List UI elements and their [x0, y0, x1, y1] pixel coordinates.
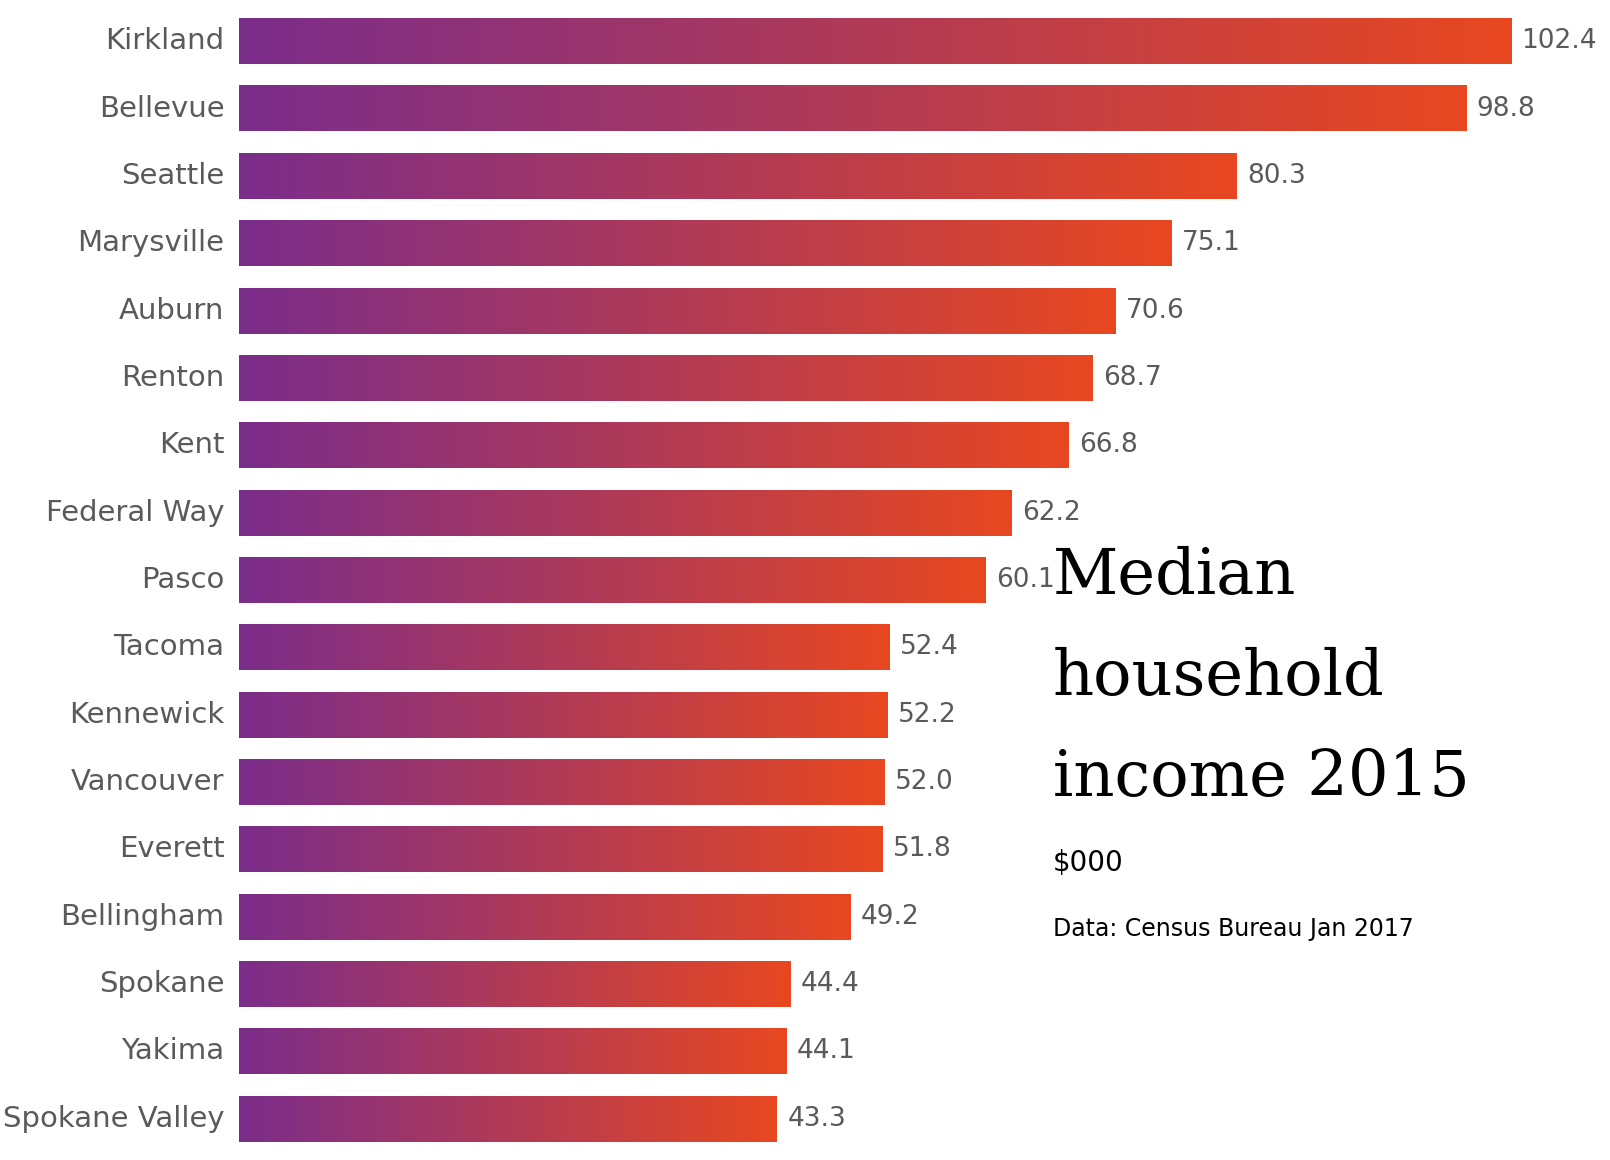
- Text: 68.7: 68.7: [1103, 365, 1161, 391]
- Text: Seattle: Seattle: [121, 162, 224, 190]
- Text: 44.1: 44.1: [797, 1038, 857, 1065]
- Text: Tacoma: Tacoma: [113, 633, 224, 661]
- Text: 52.2: 52.2: [898, 702, 956, 727]
- Text: Kent: Kent: [159, 432, 224, 459]
- Text: 43.3: 43.3: [787, 1105, 845, 1132]
- Text: 51.8: 51.8: [894, 836, 952, 862]
- Text: Kirkland: Kirkland: [105, 27, 224, 56]
- Text: Everett: Everett: [119, 835, 224, 863]
- Text: Kennewick: Kennewick: [69, 701, 224, 728]
- Text: 52.0: 52.0: [895, 769, 955, 795]
- Text: 70.6: 70.6: [1127, 298, 1185, 324]
- Text: income 2015: income 2015: [1053, 748, 1470, 810]
- Text: Bellevue: Bellevue: [98, 95, 224, 123]
- Text: 60.1: 60.1: [997, 567, 1055, 593]
- Text: Yakima: Yakima: [121, 1037, 224, 1065]
- Text: Marysville: Marysville: [77, 230, 224, 258]
- Text: Auburn: Auburn: [119, 297, 224, 325]
- Text: $000: $000: [1053, 849, 1124, 877]
- Text: 49.2: 49.2: [860, 904, 919, 930]
- Text: Renton: Renton: [121, 364, 224, 392]
- Text: 44.4: 44.4: [800, 971, 860, 998]
- Text: Spokane: Spokane: [98, 970, 224, 998]
- Text: 80.3: 80.3: [1246, 162, 1306, 189]
- Text: 66.8: 66.8: [1079, 433, 1138, 458]
- Text: household: household: [1053, 647, 1385, 709]
- Text: Federal Way: Federal Way: [45, 499, 224, 527]
- Text: 98.8: 98.8: [1476, 95, 1536, 122]
- Text: 102.4: 102.4: [1521, 28, 1597, 55]
- Text: 52.4: 52.4: [900, 635, 960, 660]
- Text: 75.1: 75.1: [1182, 230, 1241, 256]
- Text: Median: Median: [1053, 546, 1296, 608]
- Text: Spokane Valley: Spokane Valley: [3, 1104, 224, 1133]
- Text: Bellingham: Bellingham: [60, 902, 224, 930]
- Text: Data: Census Bureau Jan 2017: Data: Census Bureau Jan 2017: [1053, 916, 1414, 941]
- Text: Vancouver: Vancouver: [71, 768, 224, 796]
- Text: 62.2: 62.2: [1022, 500, 1080, 525]
- Text: Pasco: Pasco: [142, 566, 224, 594]
